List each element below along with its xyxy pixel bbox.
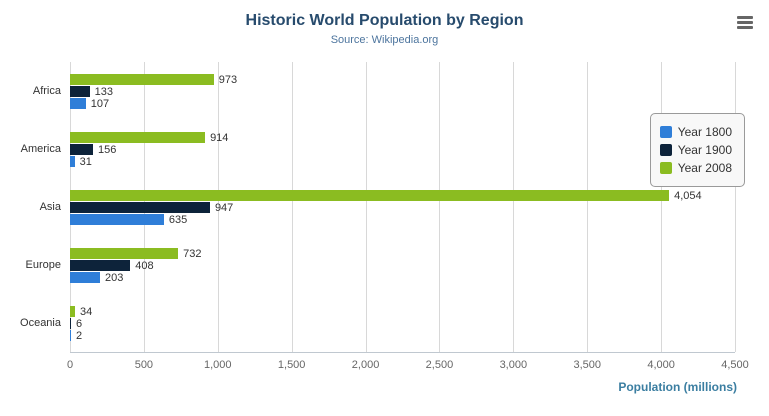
y-category-label: Europe bbox=[25, 259, 61, 271]
x-axis-line bbox=[70, 352, 735, 353]
gridline bbox=[661, 62, 663, 352]
gridline bbox=[217, 62, 219, 352]
legend-label: Year 2008 bbox=[677, 161, 732, 175]
bar-value-label: 203 bbox=[104, 271, 124, 284]
legend-swatch-icon bbox=[659, 162, 672, 174]
bar[interactable] bbox=[70, 86, 90, 97]
hamburger-bar bbox=[737, 21, 753, 24]
bar[interactable] bbox=[70, 330, 71, 341]
hamburger-bar bbox=[737, 16, 753, 19]
bar[interactable] bbox=[70, 74, 214, 85]
legend-swatch-icon bbox=[659, 144, 672, 156]
gridline bbox=[735, 62, 736, 352]
bar-value-label: 635 bbox=[168, 213, 188, 226]
y-category-label: Asia bbox=[39, 201, 61, 213]
legend-item[interactable]: Year 1900 bbox=[659, 143, 732, 157]
bar-value-label: 107 bbox=[90, 97, 110, 110]
bar[interactable] bbox=[70, 98, 86, 109]
hamburger-menu-icon[interactable] bbox=[737, 16, 755, 30]
bar-value-label: 133 bbox=[94, 85, 113, 98]
y-category-label: Oceania bbox=[20, 317, 61, 329]
x-tick-label: 4,000 bbox=[647, 359, 675, 371]
bar-value-label: 156 bbox=[98, 143, 117, 156]
chart-subtitle: Source: Wikipedia.org bbox=[330, 34, 439, 46]
gridline bbox=[439, 62, 441, 352]
x-tick-label: 500 bbox=[134, 359, 154, 371]
bar-value-label: 732 bbox=[183, 247, 202, 260]
bar[interactable] bbox=[70, 260, 131, 271]
bar-value-label: 31 bbox=[79, 155, 92, 168]
x-tick-label: 3,000 bbox=[499, 359, 528, 371]
bar[interactable] bbox=[70, 190, 670, 201]
hamburger-bar bbox=[737, 26, 753, 29]
bar-value-label: 914 bbox=[210, 131, 229, 144]
x-tick-label: 1,000 bbox=[204, 359, 232, 371]
bar[interactable] bbox=[70, 144, 94, 155]
x-tick-label: 2,500 bbox=[425, 359, 454, 371]
bar-value-label: 947 bbox=[214, 201, 234, 214]
bar-value-label: 6 bbox=[76, 317, 83, 330]
bar-value-label: 973 bbox=[218, 73, 238, 86]
x-tick-label: 3,500 bbox=[573, 359, 601, 371]
x-tick-label: 0 bbox=[66, 359, 74, 371]
bar[interactable] bbox=[70, 248, 179, 259]
y-category-label: Africa bbox=[32, 85, 61, 97]
legend-label: Year 1900 bbox=[677, 143, 732, 157]
gridline bbox=[365, 62, 367, 352]
bar-value-label: 34 bbox=[80, 305, 93, 318]
bar[interactable] bbox=[70, 272, 100, 283]
bar-value-label: 4,054 bbox=[674, 189, 702, 202]
legend-item[interactable]: Year 2008 bbox=[659, 161, 732, 175]
legend: Year 1800 Year 1900 Year 2008 bbox=[649, 113, 745, 187]
bar[interactable] bbox=[70, 214, 164, 225]
x-tick-label: 1,500 bbox=[277, 359, 306, 371]
bar[interactable] bbox=[70, 156, 75, 167]
bar[interactable] bbox=[70, 306, 76, 317]
bar[interactable] bbox=[70, 318, 71, 329]
bar-value-label: 2 bbox=[76, 329, 83, 342]
gridline bbox=[513, 62, 515, 352]
gridline bbox=[587, 62, 589, 352]
x-tick-label: 4,500 bbox=[721, 359, 749, 371]
legend-label: Year 1800 bbox=[677, 125, 732, 139]
legend-swatch-icon bbox=[659, 126, 672, 138]
x-tick-label: 2,000 bbox=[351, 359, 380, 371]
legend-item[interactable]: Year 1800 bbox=[659, 125, 732, 139]
x-axis-title: Population (millions) bbox=[618, 380, 737, 394]
chart-title: Historic World Population by Region bbox=[245, 12, 524, 29]
bar[interactable] bbox=[70, 202, 210, 213]
bar[interactable] bbox=[70, 132, 206, 143]
bar-value-label: 408 bbox=[135, 259, 154, 272]
y-category-label: America bbox=[20, 143, 61, 155]
gridline bbox=[291, 62, 293, 352]
